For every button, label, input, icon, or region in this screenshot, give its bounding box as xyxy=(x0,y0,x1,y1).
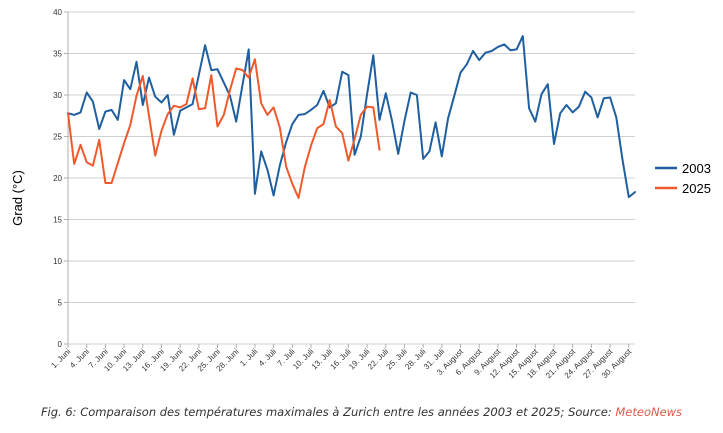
caption-source-link[interactable]: MeteoNews xyxy=(615,405,683,419)
y-tick-label: 40 xyxy=(53,8,62,17)
y-tick-label: 20 xyxy=(53,174,62,183)
y-tick-label: 30 xyxy=(53,91,62,100)
x-tick-label: 4. Juli xyxy=(257,347,278,368)
x-tick-label: 1. Juli xyxy=(238,347,259,368)
figure-caption: Fig. 6: Comparaison des températures max… xyxy=(0,405,723,419)
y-tick-label: 25 xyxy=(53,133,62,142)
y-tick-label: 15 xyxy=(53,216,62,225)
y-axis-ticks: 0 5 10 15 20 25 30 35 40 xyxy=(53,8,62,349)
x-tick-label: 4. Juni xyxy=(68,347,91,370)
legend-label-2025: 2025 xyxy=(682,181,711,196)
x-tick-label: 1. Juni xyxy=(49,347,72,370)
series-line-2003 xyxy=(67,35,636,199)
series-lines xyxy=(67,35,636,199)
y-tick-label: 35 xyxy=(53,50,62,59)
y-tick-label: 5 xyxy=(58,299,63,308)
y-tick-label: 0 xyxy=(58,340,63,349)
legend: 2003 2025 xyxy=(655,161,711,196)
series-line-2025 xyxy=(67,58,381,199)
legend-label-2003: 2003 xyxy=(682,161,711,176)
caption-text: Fig. 6: Comparaison des températures max… xyxy=(40,405,616,419)
y-tick-label: 10 xyxy=(53,257,62,266)
y-axis-label: Grad (°C) xyxy=(10,170,25,226)
gridlines xyxy=(64,11,635,348)
